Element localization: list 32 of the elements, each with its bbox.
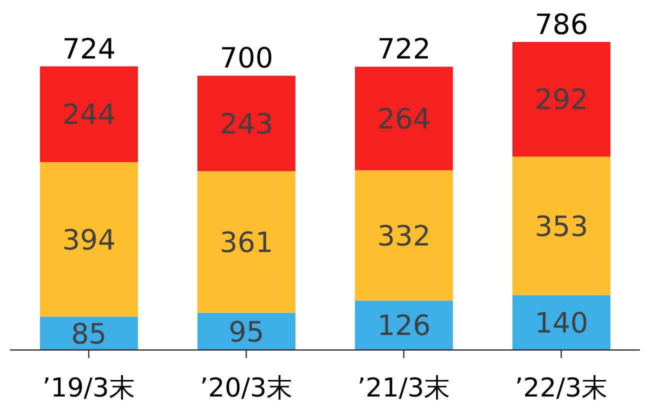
total-label: 786 — [534, 8, 588, 41]
x-tick-label: ’20/3末 — [200, 373, 293, 404]
total-label: 724 — [62, 32, 116, 66]
data-label: 243 — [220, 107, 274, 140]
data-label: 353 — [534, 210, 588, 243]
data-label: 126 — [377, 309, 431, 342]
bar — [197, 76, 296, 172]
bar — [354, 170, 453, 301]
x-tick-label: ’19/3末 — [42, 373, 136, 404]
data-label: 292 — [534, 83, 588, 116]
data-label: 332 — [377, 219, 431, 252]
data-label: 394 — [62, 223, 116, 256]
bar — [40, 66, 138, 162]
bar — [40, 162, 138, 317]
total-label: 722 — [377, 32, 431, 66]
data-label: 95 — [228, 315, 264, 348]
data-label: 85 — [71, 317, 107, 350]
total-label: 700 — [220, 42, 274, 75]
data-label: 264 — [377, 102, 431, 136]
bar — [512, 42, 610, 157]
x-tick-label: ’22/3末 — [514, 373, 608, 404]
bar — [197, 171, 296, 313]
data-label: 140 — [534, 306, 588, 340]
bar — [512, 156, 610, 296]
bar — [512, 295, 610, 350]
x-tick-label: ’21/3末 — [357, 373, 450, 404]
data-label: 244 — [62, 98, 116, 132]
bar — [354, 300, 453, 350]
bar — [40, 316, 138, 350]
bar — [354, 66, 453, 170]
data-label: 361 — [220, 226, 274, 259]
bar — [197, 312, 296, 350]
